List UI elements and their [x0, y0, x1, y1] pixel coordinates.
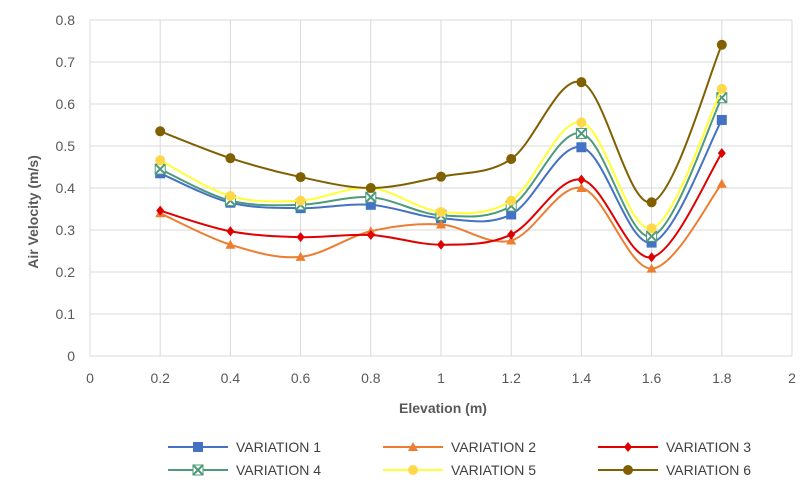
data-point [716, 39, 727, 50]
x-tick-label: 0.6 [291, 370, 311, 386]
series-2 [155, 178, 727, 273]
data-point [646, 237, 657, 248]
data-point [436, 219, 446, 229]
legend-marker [624, 442, 632, 452]
legend-label: VARIATION 3 [666, 439, 751, 455]
x-axis-title: Elevation (m) [399, 400, 487, 416]
legend-label: VARIATION 1 [236, 439, 321, 455]
data-point [717, 148, 726, 159]
x-tick-label: 1.4 [572, 370, 592, 386]
data-point [295, 195, 306, 206]
data-point [436, 171, 446, 182]
data-point [156, 205, 165, 216]
y-tick-label: 0.1 [56, 306, 76, 322]
x-tick-label: 0 [86, 370, 94, 386]
data-point [225, 239, 236, 249]
data-point [365, 191, 377, 203]
data-point [576, 183, 587, 192]
data-point [576, 77, 587, 88]
legend-item: VARIATION 6 [598, 462, 751, 478]
legend-item: VARIATION 4 [168, 462, 321, 478]
legend-marker [193, 442, 203, 452]
data-point [225, 153, 236, 164]
legend-marker [408, 442, 418, 451]
data-point [295, 172, 306, 183]
y-tick-label: 0.2 [56, 264, 76, 280]
data-point [646, 197, 657, 208]
y-tick-label: 0 [67, 348, 75, 364]
data-point [506, 195, 517, 206]
data-point [154, 163, 166, 175]
data-point [155, 155, 166, 166]
data-point [436, 206, 446, 217]
series-line [159, 152, 723, 259]
x-tick-label: 0.2 [150, 370, 170, 386]
series-6 [155, 39, 727, 208]
data-point [366, 230, 375, 241]
legend-label: VARIATION 5 [451, 462, 536, 478]
x-tick-label: 1.2 [501, 370, 521, 386]
data-point [646, 263, 657, 273]
y-axis-title: Air Velocity (m/s) [25, 155, 41, 269]
series-5 [155, 83, 727, 234]
data-point [226, 226, 235, 237]
data-point [506, 209, 517, 220]
y-tick-label: 0.8 [56, 12, 76, 28]
data-point [577, 174, 586, 185]
data-point [295, 251, 306, 261]
x-tick-label: 1.6 [642, 370, 662, 386]
data-point [716, 178, 727, 188]
legend-label: VARIATION 6 [666, 462, 751, 478]
data-point [646, 223, 657, 234]
data-point [155, 126, 166, 137]
legend: VARIATION 1 VARIATION 2 VARIATION 3 VARIATI… [168, 439, 751, 478]
legend-marker [623, 465, 633, 475]
x-tick-labels: 0 0.2 0.4 0.6 0.8 1 1.2 1.4 1.6 1.8 2 [86, 370, 796, 386]
data-point [296, 232, 305, 243]
data-point [716, 114, 727, 125]
legend-item: VARIATION 1 [168, 439, 321, 455]
data-point [647, 252, 656, 263]
data-point [576, 117, 587, 128]
y-tick-label: 0.7 [56, 54, 76, 70]
x-tick-label: 1.8 [712, 370, 732, 386]
legend-item: VARIATION 2 [383, 439, 536, 455]
legend-marker [192, 464, 204, 476]
y-tick-label: 0.6 [56, 96, 76, 112]
grid-lines [89, 19, 793, 357]
legend-marker [408, 465, 418, 475]
data-point [575, 127, 588, 140]
data-point [225, 190, 236, 201]
data-point [576, 142, 587, 153]
x-tick-label: 0.8 [361, 370, 381, 386]
y-tick-label: 0.4 [56, 180, 76, 196]
data-point [506, 154, 517, 165]
legend-label: VARIATION 4 [236, 462, 321, 478]
data-point [365, 183, 376, 193]
x-tick-label: 2 [788, 370, 796, 386]
y-tick-label: 0.3 [56, 222, 76, 238]
series-3 [156, 148, 726, 263]
y-tick-labels: 0 0.1 0.2 0.3 0.4 0.5 0.6 0.7 0.8 [56, 12, 76, 364]
legend-item: VARIATION 3 [598, 439, 751, 455]
legend-label: VARIATION 2 [451, 439, 536, 455]
x-tick-label: 0.4 [221, 370, 241, 386]
data-point [507, 229, 516, 240]
series-line [159, 183, 723, 270]
y-tick-label: 0.5 [56, 138, 76, 154]
data-point [506, 235, 517, 245]
series-group [154, 39, 728, 273]
data-point [437, 239, 445, 250]
x-tick-label: 1 [437, 370, 445, 386]
data-point [365, 199, 376, 210]
data-point [716, 83, 727, 94]
legend-item: VARIATION 5 [383, 462, 536, 478]
